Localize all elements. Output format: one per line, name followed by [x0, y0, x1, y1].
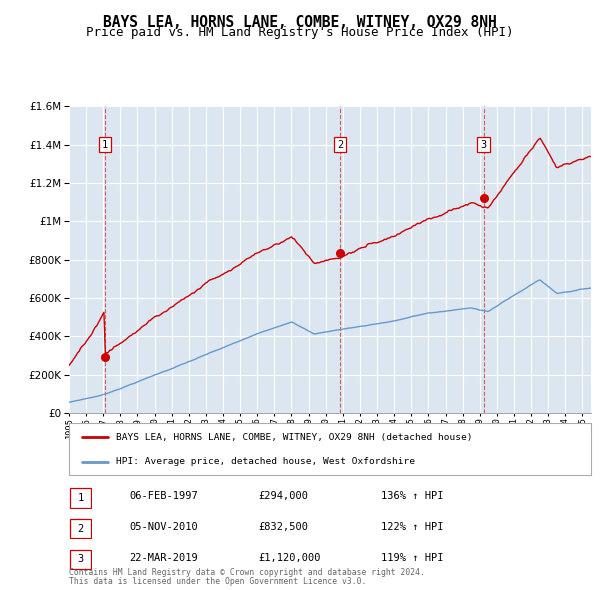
Text: 3: 3 [77, 555, 83, 564]
Text: 136% ↑ HPI: 136% ↑ HPI [381, 491, 443, 501]
FancyBboxPatch shape [70, 550, 91, 569]
Text: BAYS LEA, HORNS LANE, COMBE, WITNEY, OX29 8NH: BAYS LEA, HORNS LANE, COMBE, WITNEY, OX2… [103, 15, 497, 30]
Text: 1: 1 [101, 140, 108, 149]
Text: £832,500: £832,500 [258, 522, 308, 532]
Text: 122% ↑ HPI: 122% ↑ HPI [381, 522, 443, 532]
FancyBboxPatch shape [70, 489, 91, 507]
Text: 22-MAR-2019: 22-MAR-2019 [129, 553, 198, 562]
Text: 1: 1 [77, 493, 83, 503]
FancyBboxPatch shape [70, 519, 91, 538]
Text: This data is licensed under the Open Government Licence v3.0.: This data is licensed under the Open Gov… [69, 578, 367, 586]
Text: 3: 3 [481, 140, 487, 149]
Text: BAYS LEA, HORNS LANE, COMBE, WITNEY, OX29 8NH (detached house): BAYS LEA, HORNS LANE, COMBE, WITNEY, OX2… [116, 432, 472, 441]
Text: 2: 2 [337, 140, 343, 149]
Text: £294,000: £294,000 [258, 491, 308, 501]
FancyBboxPatch shape [69, 423, 591, 475]
Text: 2: 2 [77, 524, 83, 533]
Text: 119% ↑ HPI: 119% ↑ HPI [381, 553, 443, 562]
Text: £1,120,000: £1,120,000 [258, 553, 320, 562]
Text: 05-NOV-2010: 05-NOV-2010 [129, 522, 198, 532]
Text: Price paid vs. HM Land Registry's House Price Index (HPI): Price paid vs. HM Land Registry's House … [86, 26, 514, 39]
Text: 06-FEB-1997: 06-FEB-1997 [129, 491, 198, 501]
Text: HPI: Average price, detached house, West Oxfordshire: HPI: Average price, detached house, West… [116, 457, 415, 467]
Text: Contains HM Land Registry data © Crown copyright and database right 2024.: Contains HM Land Registry data © Crown c… [69, 568, 425, 577]
